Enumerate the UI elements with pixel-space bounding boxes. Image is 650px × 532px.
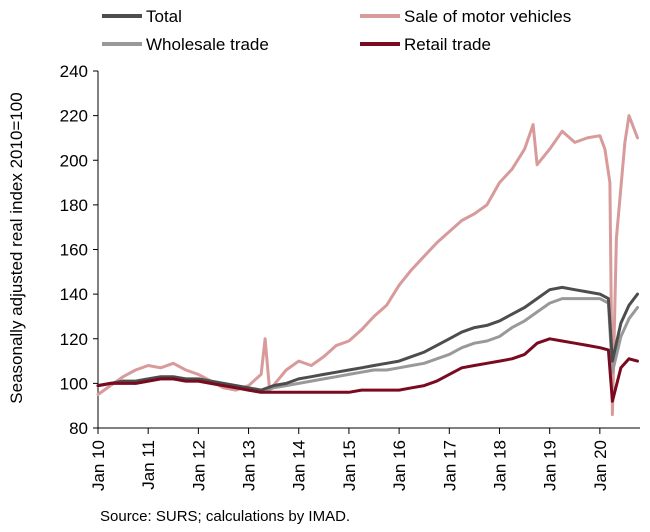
x-tick-label: Jan 13 [240,440,259,491]
y-tick-label: 160 [60,241,88,260]
x-tick-label: Jan 17 [440,440,459,491]
x-tick-label: Jan 14 [290,440,309,491]
series-line-total [96,285,639,392]
y-tick-label: 180 [60,196,88,215]
x-tick-label: Jan 18 [490,440,509,491]
series-line-retail-trade [96,337,639,403]
x-tick-label: Jan 12 [189,440,208,491]
y-tick-label: 80 [69,419,88,438]
y-tick-label: 100 [60,374,88,393]
x-tick-label: Jan 10 [89,440,108,491]
x-tick-label: Jan 15 [340,440,359,491]
legend-label: Retail trade [404,35,491,54]
legend-label: Total [146,7,182,26]
x-tick-label: Jan 19 [541,440,560,491]
y-tick-label: 240 [60,62,88,81]
y-tick-label: 120 [60,330,88,349]
y-tick-label: 200 [60,151,88,170]
legend: Total Wholesale trade Sale of motor vehicl… [102,7,571,54]
legend-label: Wholesale trade [146,35,269,54]
x-axis: Jan 10 Jan 11 Jan 12 Jan 13 Jan 14 Jan 15 Jan … [89,427,640,491]
x-tick-label: Jan 11 [139,440,158,490]
y-tick-label: 140 [60,285,88,304]
series-layer [96,114,639,417]
y-axis: 80 100 120 140 160 180 200 220 240 [60,62,99,438]
y-tick-label: 220 [60,107,88,126]
legend-label: Sale of motor vehicles [404,7,571,26]
x-tick-label: Jan 20 [591,440,610,491]
series-line-sale-of-motor-vehicles [96,114,639,417]
y-axis-label: Seasonally adjusted real index 2010=100 [7,92,26,403]
source-note: Source: SURS; calculations by IMAD. [100,508,351,525]
x-tick-label: Jan 16 [390,440,409,491]
